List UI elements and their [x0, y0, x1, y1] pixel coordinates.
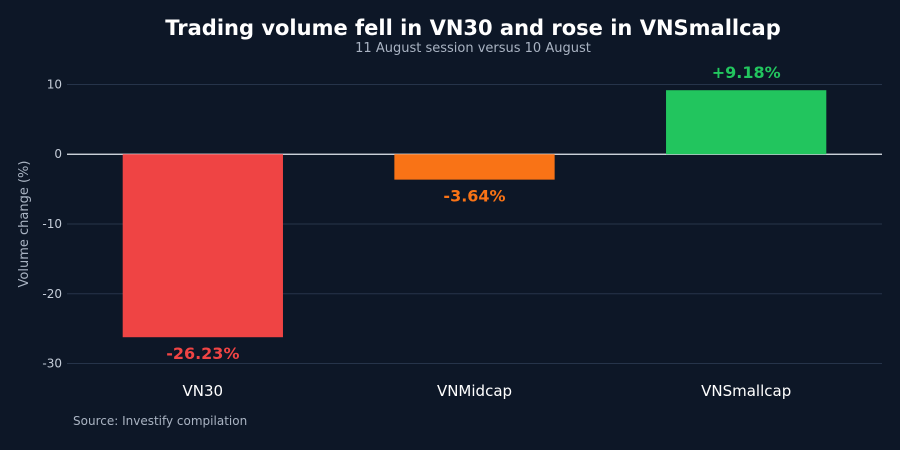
y-axis-label: Volume change (%) — [17, 161, 32, 288]
y-tick-label: 0 — [54, 147, 62, 161]
x-tick-label: VN30 — [183, 382, 224, 400]
y-tick-label: -30 — [42, 357, 62, 371]
y-tick-label: -10 — [42, 217, 62, 231]
y-tick-label: 10 — [47, 77, 62, 91]
x-tick-label: VNSmallcap — [701, 382, 791, 400]
data-label: +9.18% — [712, 63, 781, 82]
y-tick-label: -20 — [42, 287, 62, 301]
data-label: -3.64% — [443, 187, 505, 206]
bar-vn30 — [122, 154, 283, 338]
chart-title: Trading volume fell in VN30 and rose in … — [165, 16, 781, 40]
source-note: Source: Investify compilation — [73, 414, 247, 428]
bar-vnmidcap — [394, 154, 555, 180]
chart-subtitle: 11 August session versus 10 August — [355, 41, 591, 56]
x-tick-label: VNMidcap — [437, 382, 512, 400]
bar-vnsmallcap — [666, 90, 827, 155]
data-label: -26.23% — [166, 344, 239, 363]
